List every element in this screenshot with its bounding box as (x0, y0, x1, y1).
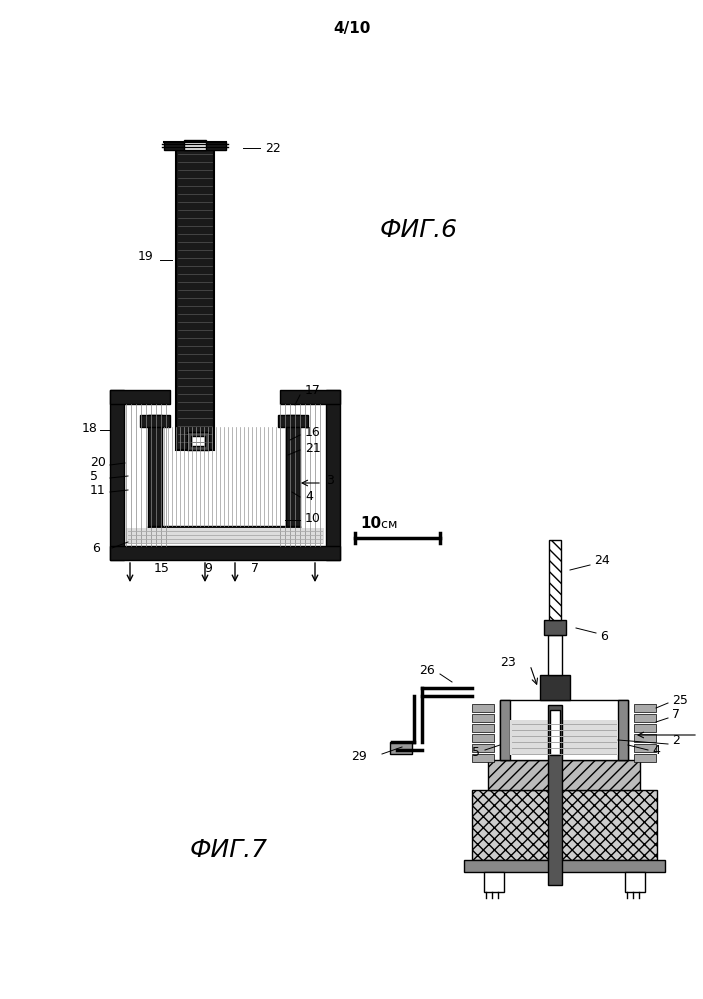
Text: 7: 7 (672, 708, 680, 721)
Text: 11: 11 (90, 485, 105, 498)
Text: 3: 3 (326, 475, 334, 488)
Bar (110, 390, 170, 404)
Bar (191, 436, 205, 446)
Text: 4: 4 (652, 743, 660, 756)
Bar (634, 734, 656, 742)
Bar (548, 635, 562, 675)
Bar (549, 540, 561, 620)
Text: 21: 21 (305, 442, 321, 455)
Bar (148, 526, 300, 540)
Bar (148, 415, 162, 540)
Bar (390, 742, 412, 754)
Text: 9: 9 (204, 561, 212, 574)
Text: см: см (377, 517, 397, 530)
Text: 25: 25 (672, 693, 688, 706)
Text: 17: 17 (305, 384, 321, 397)
Bar (634, 704, 656, 712)
Text: 4: 4 (305, 490, 313, 502)
Text: 5: 5 (472, 745, 480, 758)
Bar (110, 390, 124, 560)
Text: 1: 1 (702, 725, 703, 738)
Bar (472, 734, 494, 742)
Bar (472, 790, 657, 860)
Bar (464, 860, 665, 872)
Bar (472, 714, 494, 722)
Text: 6: 6 (600, 630, 608, 643)
Text: 2: 2 (672, 733, 680, 746)
Text: 10: 10 (360, 516, 381, 531)
Text: 10: 10 (305, 512, 321, 525)
Bar (488, 760, 640, 790)
Bar (634, 744, 656, 752)
Bar (187, 432, 209, 450)
Bar (280, 390, 340, 404)
Text: 24: 24 (594, 553, 610, 566)
Bar (625, 872, 645, 892)
Bar (176, 150, 214, 450)
Text: 23: 23 (501, 655, 516, 668)
Bar (164, 142, 226, 150)
Bar (550, 710, 560, 755)
Bar (184, 140, 206, 150)
Bar (126, 528, 324, 544)
Bar (286, 415, 300, 540)
Bar (500, 700, 628, 760)
Text: ФИГ.6: ФИГ.6 (380, 218, 458, 242)
Text: 7: 7 (251, 561, 259, 574)
Bar (540, 675, 570, 700)
Text: 15: 15 (154, 561, 170, 574)
Text: 4/10: 4/10 (333, 21, 370, 36)
Bar (484, 872, 504, 892)
Text: 29: 29 (352, 750, 367, 763)
Text: 22: 22 (265, 142, 280, 155)
Bar (634, 754, 656, 762)
Bar (618, 700, 628, 760)
Bar (544, 620, 566, 635)
Text: 19: 19 (138, 251, 154, 264)
Bar (634, 714, 656, 722)
Bar (326, 390, 340, 560)
Bar (140, 415, 170, 427)
Text: 26: 26 (419, 663, 435, 676)
Bar (548, 705, 562, 885)
Bar (634, 724, 656, 732)
Bar (110, 546, 340, 560)
Text: 18: 18 (82, 422, 98, 435)
Bar (472, 754, 494, 762)
Bar (472, 744, 494, 752)
Bar (472, 704, 494, 712)
Bar (278, 415, 308, 427)
Text: ФИГ.7: ФИГ.7 (190, 838, 268, 862)
Bar (500, 700, 510, 760)
Text: 6: 6 (92, 541, 100, 554)
Text: 16: 16 (305, 426, 321, 439)
Bar (472, 724, 494, 732)
Text: 20: 20 (90, 457, 106, 470)
Bar (510, 720, 618, 755)
Text: 5: 5 (90, 471, 98, 484)
